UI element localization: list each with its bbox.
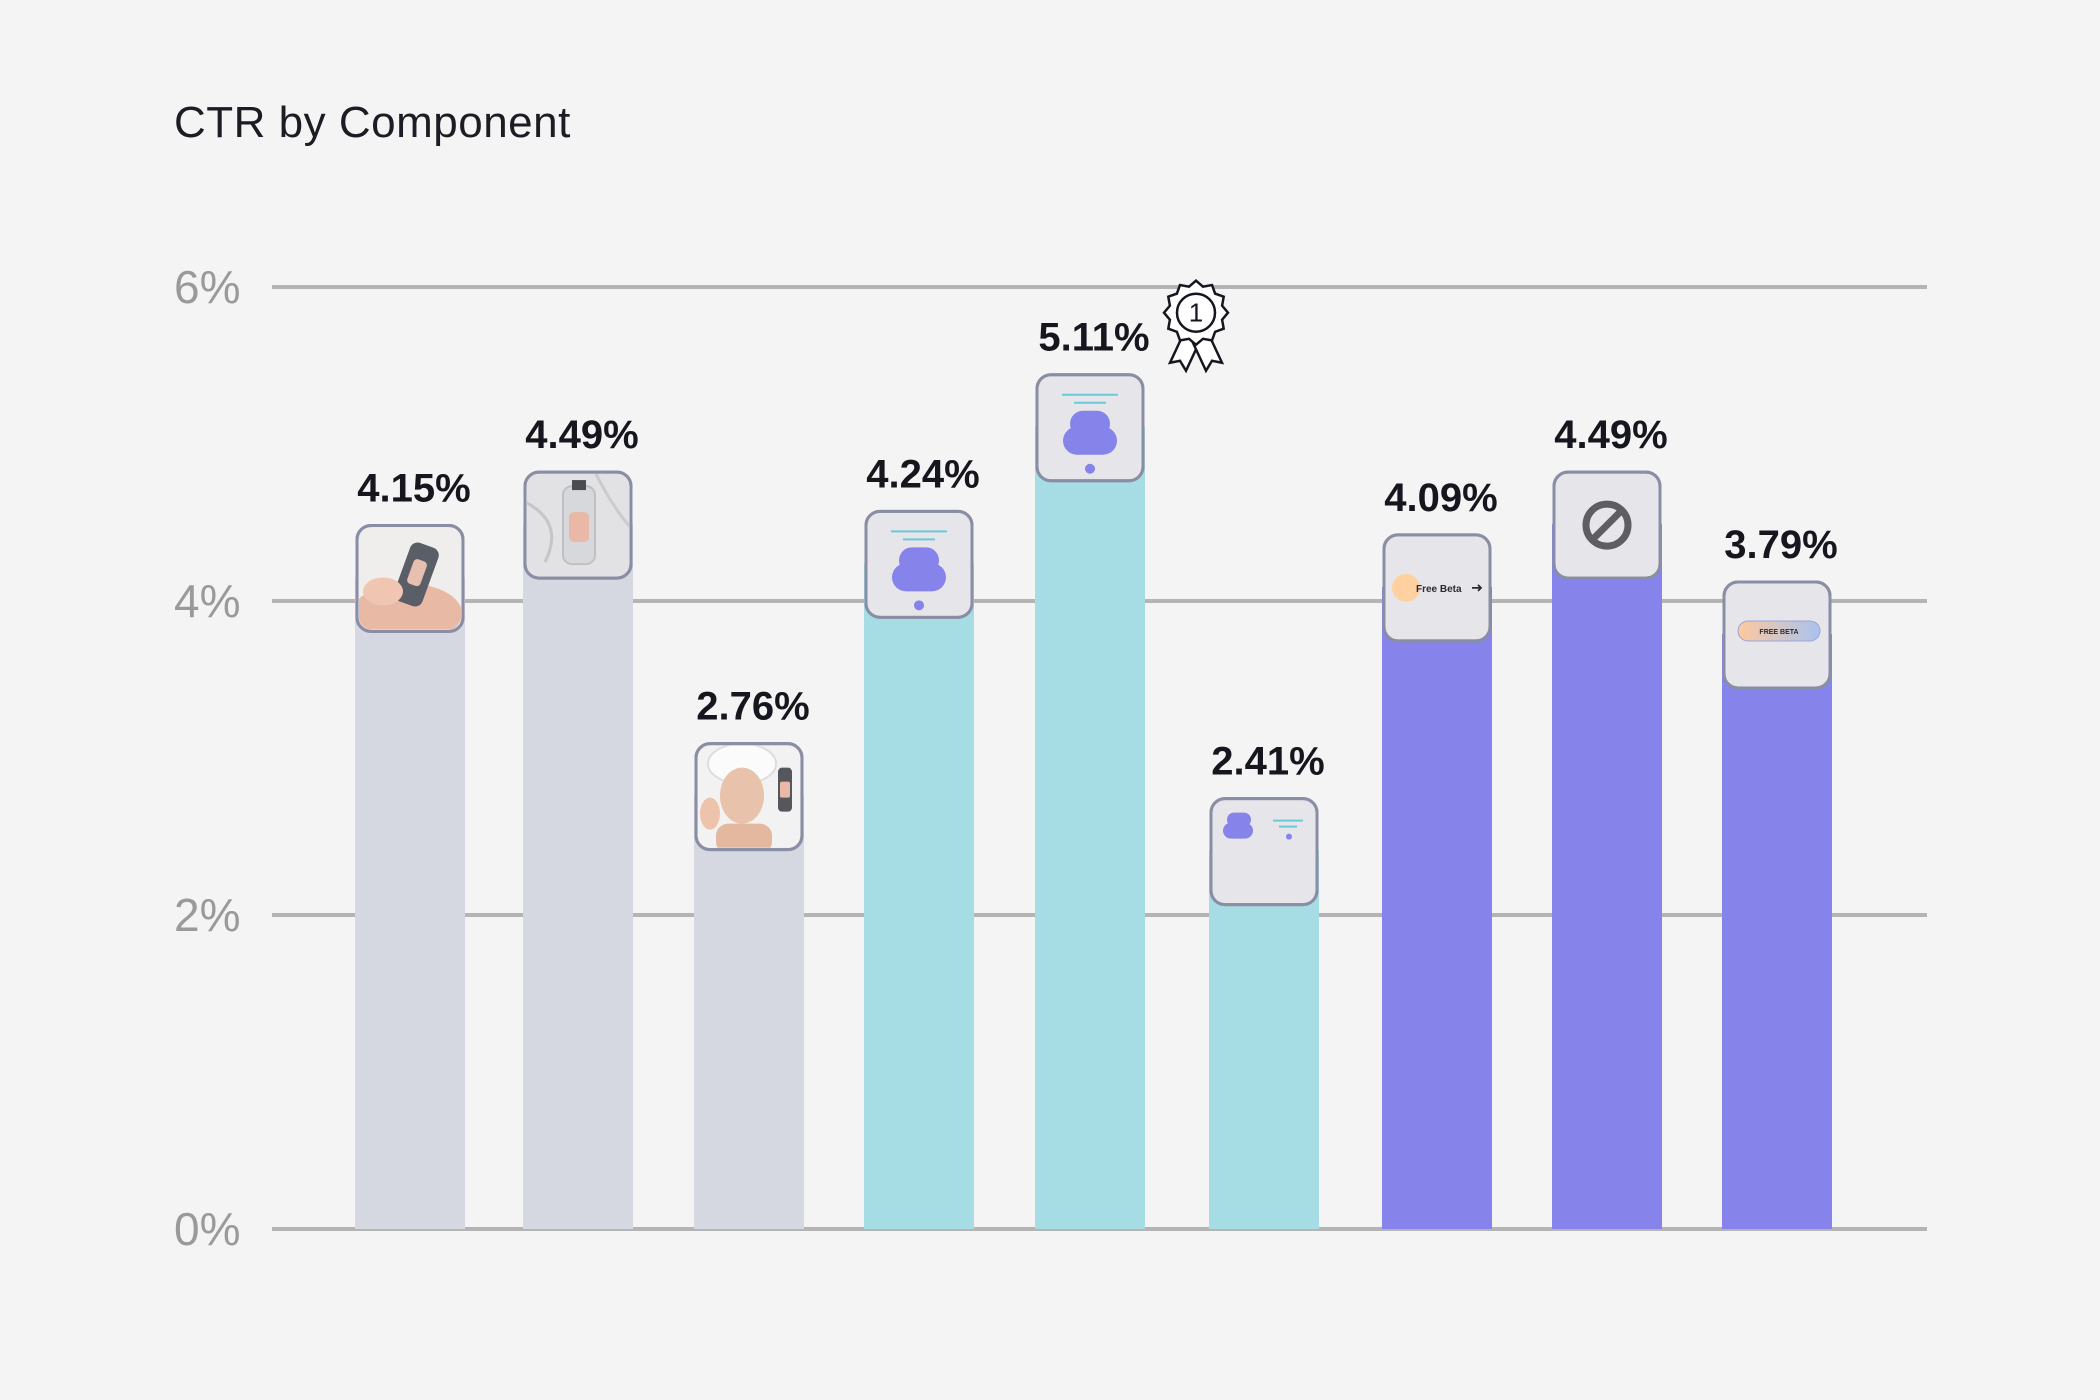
no-entry-icon [1552, 470, 1662, 580]
bar [1382, 586, 1492, 1229]
pill-button-preview: Free Beta [1382, 533, 1492, 643]
y-tick-label: 4% [174, 575, 240, 627]
award-ribbon-icon: 1 [1162, 279, 1230, 374]
woman-towel-photo [694, 742, 804, 852]
data-label: 4.49% [1554, 413, 1667, 457]
data-label: 4.15% [357, 466, 470, 510]
vertical-card-icon [864, 509, 974, 619]
data-label: 4.49% [525, 413, 638, 457]
bar [694, 795, 804, 1229]
chart-title: CTR by Component [174, 98, 571, 147]
free-beta-caps-text: FREE BETA [1759, 629, 1798, 636]
bar [355, 577, 465, 1229]
data-label: 3.79% [1724, 523, 1837, 567]
data-label: 4.24% [866, 452, 979, 496]
data-label: 2.41% [1211, 740, 1324, 784]
horizontal-card-icon [1209, 797, 1319, 907]
y-tick-label: 2% [174, 889, 240, 941]
gradient-button-preview: FREE BETA [1722, 580, 1832, 690]
bar [1552, 524, 1662, 1229]
vertical-card-icon [1035, 373, 1145, 483]
bar [1722, 633, 1832, 1229]
data-label: 5.11% [1038, 316, 1149, 360]
bar [1209, 850, 1319, 1229]
data-label: 2.76% [696, 685, 809, 729]
bar [1035, 426, 1145, 1230]
bars: 4.15% 4.49% 2.76% 4.24% 5.11% 2.41% Free Beta 4… [355, 316, 1838, 1230]
bar [523, 524, 633, 1229]
free-beta-text: Free Beta [1416, 584, 1462, 595]
award-rank-text: 1 [1189, 298, 1203, 328]
data-label: 4.09% [1384, 476, 1497, 520]
y-tick-label: 6% [174, 261, 240, 313]
marble-bottle-photo [523, 470, 633, 580]
hand-bottle-photo [355, 523, 465, 633]
bar [864, 563, 974, 1229]
y-tick-label: 0% [174, 1203, 240, 1255]
